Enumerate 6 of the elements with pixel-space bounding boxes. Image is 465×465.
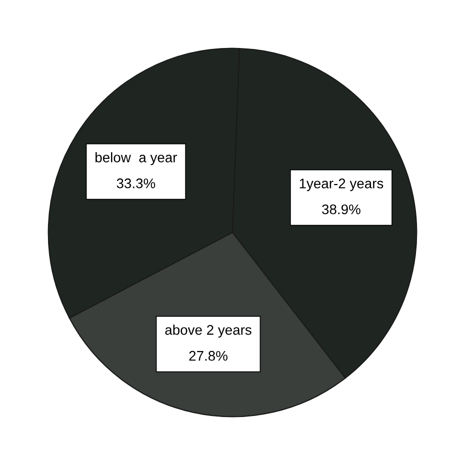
slice-label: below a year (96, 152, 178, 166)
data-label: 33.3% (116, 178, 156, 188)
data-label: 27.8% (189, 350, 228, 361)
slice-label: 1year-2 years (300, 178, 384, 192)
slice-label: above 2 years (165, 324, 252, 338)
data-label: 38.9% (322, 204, 360, 214)
